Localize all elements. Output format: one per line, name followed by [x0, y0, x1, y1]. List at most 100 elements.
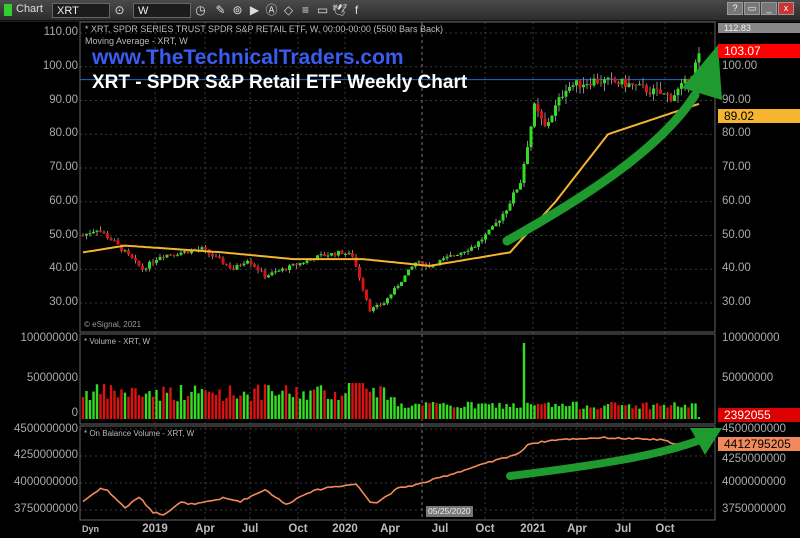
volume-bar: [288, 393, 291, 419]
volume-bar: [228, 385, 232, 419]
eraser-icon[interactable]: ◇: [283, 3, 294, 17]
volume-bar: [365, 388, 368, 419]
chart-status-icon: [4, 4, 12, 16]
candle: [228, 264, 232, 269]
help-button[interactable]: ?: [727, 2, 743, 15]
volume-bar: [554, 403, 557, 419]
candle: [603, 79, 606, 84]
candle: [673, 95, 676, 102]
volume-bar: [158, 400, 162, 419]
candle: [351, 252, 354, 257]
volume-bar: [470, 402, 473, 419]
x-axis-label: Jul: [431, 523, 449, 535]
volume-bar: [652, 404, 655, 419]
candle: [337, 250, 340, 256]
restore-button[interactable]: ▭: [744, 2, 760, 15]
volume-bar: [575, 401, 578, 419]
obv-axis-right-label: 4000000000: [722, 476, 786, 488]
link-icon[interactable]: ⊙: [114, 3, 125, 17]
obv-line: [82, 436, 700, 516]
symbol-input[interactable]: XRT: [52, 3, 110, 18]
price-header: * XRT, SPDR SERIES TRUST SPDR S&P RETAIL…: [85, 24, 443, 34]
volume-bar: [645, 402, 648, 419]
obv-axis-left-label: 4250000000: [14, 449, 78, 461]
list-icon[interactable]: ≡: [301, 3, 309, 17]
candle: [417, 261, 421, 263]
volume-bar: [449, 405, 452, 419]
candle: [648, 92, 652, 95]
volume-bar: [526, 402, 529, 419]
candle: [312, 259, 316, 261]
price-axis-right-label: 50.00: [722, 228, 751, 241]
volume-bar: [256, 384, 260, 419]
candle: [291, 264, 295, 266]
candle: [599, 82, 603, 84]
candle: [113, 240, 116, 242]
volume-bar: [547, 402, 550, 419]
volume-bar: [683, 404, 687, 419]
pencil-icon[interactable]: ✎: [215, 3, 226, 17]
candle: [659, 89, 662, 94]
candle: [99, 230, 102, 232]
volume-bar: [176, 401, 179, 419]
candle: [557, 97, 561, 106]
candle: [627, 83, 631, 88]
minimize-button[interactable]: _: [761, 2, 777, 15]
candle: [274, 271, 277, 273]
candle: [438, 260, 442, 265]
interval-select[interactable]: W: [133, 3, 191, 18]
x-axis-label: Oct: [655, 523, 675, 535]
candle: [694, 62, 697, 77]
volume-bar: [337, 399, 340, 419]
volume-bar: [442, 402, 445, 419]
candle: [176, 254, 179, 256]
volume-bar: [578, 409, 582, 419]
facebook-icon[interactable]: f: [354, 3, 359, 17]
alert-icon[interactable]: Ⓐ: [265, 3, 278, 17]
volume-bar: [680, 407, 683, 419]
volume-bar: [179, 385, 183, 419]
volume-bar: [274, 395, 277, 419]
volume-axis-left-label: 0: [71, 407, 78, 419]
twitter-icon[interactable]: 🕊: [332, 3, 348, 17]
candle: [536, 103, 540, 112]
x-axis-label: 2020: [332, 523, 358, 535]
volume-bar: [141, 396, 144, 419]
x-axis-label: Oct: [288, 523, 308, 535]
close-button[interactable]: x: [778, 2, 794, 15]
volume-bar: [627, 404, 631, 419]
candle: [127, 250, 130, 255]
volume-bar: [666, 407, 669, 419]
volume-bar: [648, 409, 652, 419]
volume-bar: [512, 403, 515, 419]
candle: [655, 88, 659, 90]
play-icon[interactable]: ▶: [249, 3, 260, 17]
volume-bar: [144, 393, 148, 419]
volume-bar: [557, 406, 561, 419]
price-axis-right-label: 80.00: [722, 127, 751, 140]
x-axis-label: Jul: [614, 523, 632, 535]
volume-bar: [95, 384, 99, 419]
volume-bar: [127, 396, 130, 419]
candle: [571, 85, 575, 87]
comment-icon[interactable]: ▭: [316, 3, 329, 17]
candle: [239, 265, 242, 267]
volume-bar: [291, 397, 295, 419]
clock-icon[interactable]: ◷: [195, 3, 206, 17]
volume-bar: [88, 400, 92, 419]
volume-bar: [99, 394, 102, 419]
candle: [102, 231, 106, 234]
volume-bar: [375, 397, 379, 419]
dyn-button[interactable]: Dyn: [82, 524, 100, 534]
volume-bar: [214, 394, 218, 419]
volume-bar: [249, 400, 253, 419]
indicator-icon[interactable]: ⊚: [232, 3, 243, 17]
candle: [494, 222, 498, 227]
volume-bar: [197, 393, 200, 419]
volume-bar: [631, 408, 634, 419]
volume-bar: [519, 407, 522, 419]
candle: [330, 253, 333, 256]
candle: [669, 94, 673, 102]
candle: [466, 250, 470, 252]
